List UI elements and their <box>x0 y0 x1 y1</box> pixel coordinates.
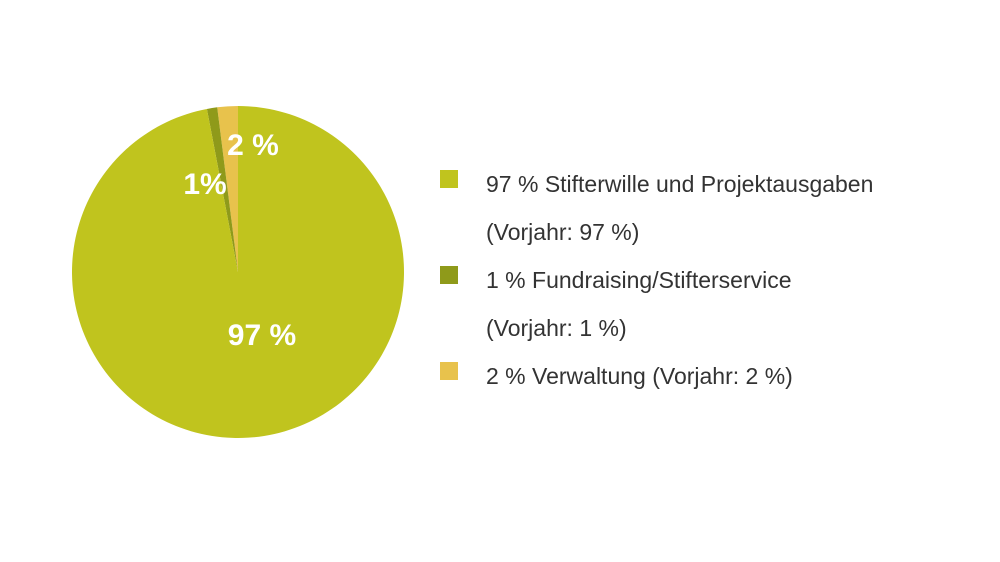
legend-item-fundraising: 1 % Fundraising/Stifterservice (Vorjahr: … <box>440 256 873 352</box>
legend: 97 % Stifterwille und Projektausgaben (Vo… <box>440 160 873 400</box>
pie-slice <box>206 107 238 272</box>
legend-label: 1 % Fundraising/Stifterservice <box>486 267 792 293</box>
slice-label: 1% <box>183 168 226 201</box>
legend-label: 2 % Verwaltung (Vorjahr: 2 %) <box>486 363 793 389</box>
legend-swatch <box>440 170 458 188</box>
slice-label: 2 % <box>227 129 279 162</box>
legend-sublabel: (Vorjahr: 1 %) <box>486 315 627 341</box>
legend-label: 97 % Stifterwille und Projektausgaben <box>486 171 874 197</box>
legend-sublabel: (Vorjahr: 97 %) <box>486 219 640 245</box>
legend-item-administration: 2 % Verwaltung (Vorjahr: 2 %) <box>440 352 873 400</box>
pie-slice <box>217 106 238 272</box>
pie-slice <box>71 106 404 438</box>
slice-label: 97 % <box>228 319 296 352</box>
legend-swatch <box>440 266 458 284</box>
legend-item-projects: 97 % Stifterwille und Projektausgaben (Vo… <box>440 160 873 256</box>
legend-swatch <box>440 362 458 380</box>
